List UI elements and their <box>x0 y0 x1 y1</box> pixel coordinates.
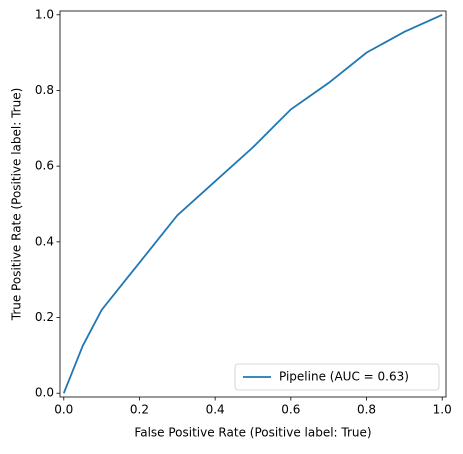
y-tick-label: 0.4 <box>35 234 54 248</box>
x-tick-label: 1.0 <box>433 403 452 417</box>
y-tick-label: 0.2 <box>35 310 54 324</box>
y-tick-label: 1.0 <box>35 7 54 21</box>
roc-line <box>62 13 443 394</box>
legend-label: Pipeline (AUC = 0.63) <box>279 370 409 384</box>
x-axis-label: False Positive Rate (Positive label: Tru… <box>134 426 371 440</box>
x-tick-label: 0.4 <box>206 403 225 417</box>
legend-box <box>234 363 440 391</box>
x-tick-label: 0.2 <box>130 403 149 417</box>
y-tick-label: 0.8 <box>35 83 54 97</box>
x-tick-label: 0.8 <box>357 403 376 417</box>
axes-frame <box>59 10 447 398</box>
y-tick-label: 0.0 <box>35 386 54 400</box>
x-tick-label: 0.0 <box>54 403 73 417</box>
y-tick-label: 0.6 <box>35 159 54 173</box>
y-axis-label: True Positive Rate (Positive label: True… <box>10 88 24 322</box>
x-tick-label: 0.6 <box>281 403 300 417</box>
